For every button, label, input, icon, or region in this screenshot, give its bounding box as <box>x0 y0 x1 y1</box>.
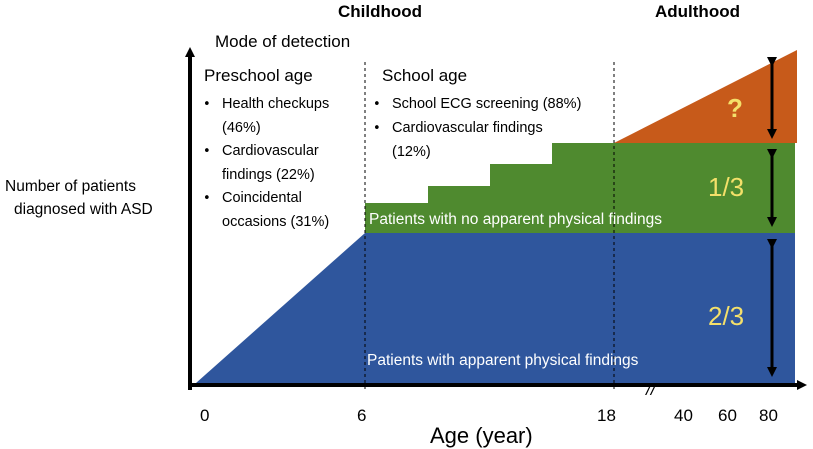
fraction-unknown: ? <box>727 93 743 123</box>
mode-of-detection-label: Mode of detection <box>215 32 350 51</box>
school-line: School ECG screening (88%) <box>392 96 581 112</box>
school-line: Cardiovascular findings <box>392 120 543 136</box>
preschool-line: occasions (31%) <box>222 214 329 230</box>
period-childhood: Childhood <box>338 2 422 21</box>
axis-break-mark: // <box>645 380 658 399</box>
x-tick: 40 <box>674 406 693 425</box>
preschool-bullet: • <box>203 144 211 159</box>
x-tick: 60 <box>718 406 737 425</box>
band-apparent-findings <box>196 233 795 383</box>
y-axis-label: Number of patients <box>5 178 136 195</box>
preschool-line: findings (22%) <box>222 167 315 183</box>
school-bullet: • <box>373 121 381 136</box>
x-tick: 0 <box>200 406 209 425</box>
x-tick: 6 <box>357 406 366 425</box>
fraction-two-thirds: 2/3 <box>708 301 744 331</box>
label-apparent-findings: Patients with apparent physical findings <box>367 352 639 369</box>
band-undiagnosed-adults <box>614 50 797 143</box>
preschool-heading: Preschool age <box>204 66 313 85</box>
period-adulthood: Adulthood <box>655 2 740 21</box>
x-tick: 80 <box>759 406 778 425</box>
label-no-apparent-findings: Patients with no apparent physical findi… <box>369 211 662 228</box>
y-axis-label: diagnosed with ASD <box>14 201 153 218</box>
x-tick: 18 <box>597 406 616 425</box>
fraction-one-third: 1/3 <box>708 172 744 202</box>
preschool-line: (46%) <box>222 120 261 136</box>
school-bullet: • <box>373 97 381 112</box>
preschool-line: Cardiovascular <box>222 143 319 159</box>
preschool-line: Health checkups <box>222 96 329 112</box>
band-no-apparent-findings <box>365 143 795 233</box>
x-axis-label: Age (year) <box>430 423 533 448</box>
preschool-line: Coincidental <box>222 190 302 206</box>
preschool-bullet: • <box>203 97 211 112</box>
preschool-bullet: • <box>203 191 211 206</box>
school-heading: School age <box>382 66 467 85</box>
school-line: (12%) <box>392 144 431 160</box>
